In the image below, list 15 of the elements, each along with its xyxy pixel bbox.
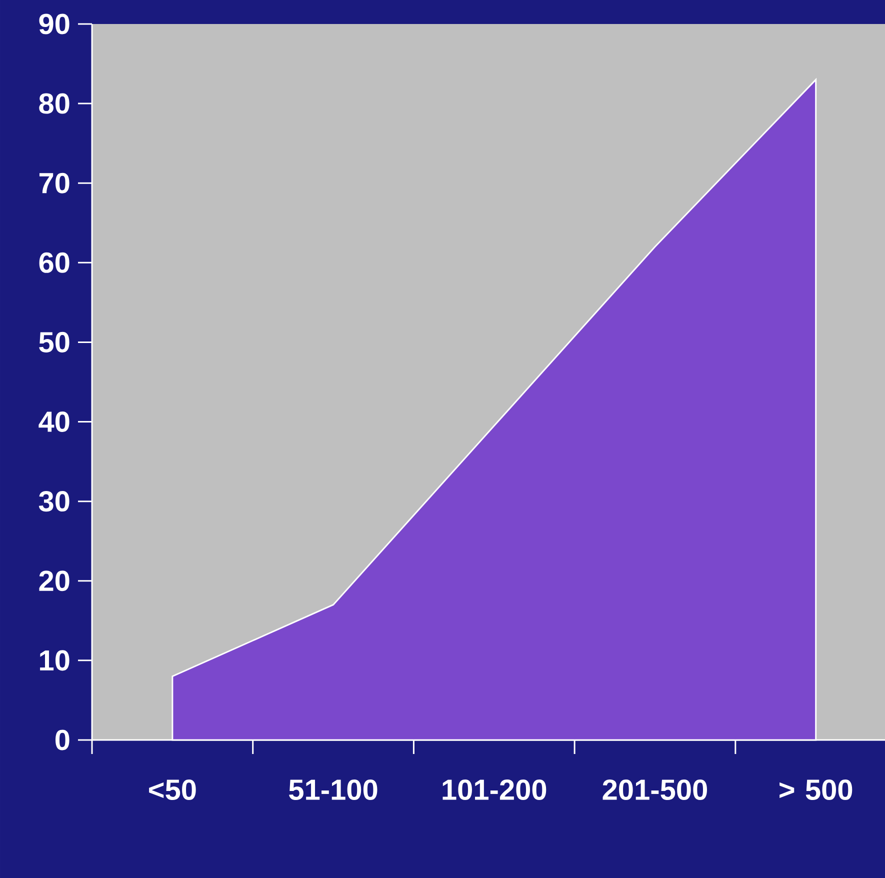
y-tick-label: 30	[38, 491, 70, 512]
y-tick-label: 40	[38, 411, 70, 432]
y-tick-label: 50	[39, 332, 70, 352]
x-tick-label: 201-500	[602, 780, 707, 800]
y-tick-label: 90	[39, 14, 70, 34]
x-tick-label: 51-100	[289, 780, 378, 800]
x-tick-label: 101-200	[442, 780, 546, 800]
x-tick-label: <50	[149, 780, 196, 800]
y-tick-label: 0	[56, 730, 70, 750]
x-tick-label: > 500	[780, 780, 852, 800]
y-tick-label: 70	[39, 172, 70, 194]
y-tick-label: 80	[39, 93, 70, 114]
y-tick-label: 20	[39, 570, 70, 592]
y-tick-label: 60	[39, 252, 70, 273]
y-tick-label: 10	[40, 650, 70, 671]
